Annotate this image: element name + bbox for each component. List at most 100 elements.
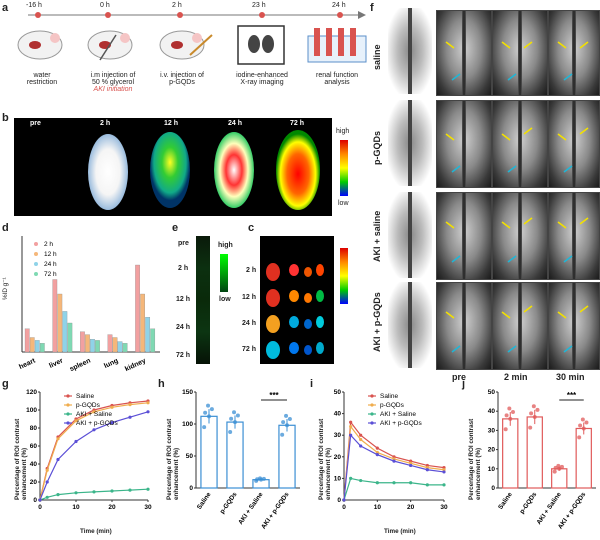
h-dot — [281, 420, 286, 425]
g-legend-marker — [66, 394, 70, 398]
d-bar — [34, 340, 40, 353]
i-legend-label: AKI + p-GQDs — [380, 420, 422, 427]
h-dot — [206, 403, 211, 408]
h-dot — [259, 477, 263, 482]
step-1: water restriction — [26, 72, 58, 86]
i-point — [349, 420, 353, 424]
g-legend-label: AKI + Saline — [76, 411, 112, 418]
c-time-72h: 72 h — [242, 346, 257, 353]
panel-label-e: e — [172, 222, 179, 234]
b-colorscale — [340, 140, 348, 196]
d-bar — [52, 279, 58, 353]
g-point — [128, 403, 132, 407]
i-legend-label: p-GQDs — [380, 402, 405, 409]
d-legend-marker — [34, 272, 38, 276]
panel-g-svg: 0 20 40 60 80 100 120 0 10 20 30 Saline p-GQDs AKI + … — [26, 389, 152, 511]
f-xray-r2c1 — [436, 100, 492, 188]
b-scale-high: high — [336, 128, 350, 135]
f-xray-r3c3 — [548, 192, 600, 280]
g-legend-label: Saline — [76, 393, 94, 400]
d-bar — [140, 293, 145, 353]
panel-b-mice — [88, 130, 320, 210]
i-series-line — [343, 420, 445, 501]
i-point — [375, 446, 379, 450]
j-dot — [535, 407, 540, 412]
i-point — [349, 433, 353, 437]
g-point — [74, 439, 78, 444]
c-time-24h: 24 h — [242, 320, 257, 327]
d-bar — [135, 264, 140, 353]
h-ytick-label: 0 — [189, 485, 193, 492]
j-ytick-label: 20 — [488, 447, 496, 454]
g-series-line — [39, 411, 149, 501]
step-2: i.m injection of 50 % glycerol AKI initia… — [90, 72, 136, 93]
time-label-0: -16 h — [26, 2, 42, 9]
i-legend-marker — [370, 403, 374, 407]
g-point — [110, 405, 114, 409]
panel-label-b: b — [2, 112, 9, 124]
i-point — [359, 437, 363, 442]
d-bar — [62, 311, 68, 353]
g-point — [146, 410, 150, 414]
i-legend-label: Saline — [380, 393, 398, 400]
e-colorscale — [220, 254, 228, 292]
g-point — [56, 493, 60, 497]
panel-label-g: g — [2, 378, 9, 390]
i-series-line — [343, 477, 444, 501]
e-scale-low: low — [219, 296, 231, 303]
i-xlabel: Time (min) — [384, 528, 416, 535]
h-dot — [285, 423, 289, 428]
j-dot — [503, 427, 508, 432]
i-series-line — [343, 433, 445, 501]
step-3: i.v. injection of p-GQDs — [160, 72, 204, 86]
d-bar — [95, 340, 100, 353]
d-bar — [24, 328, 30, 353]
g-xlabel: Time (min) — [80, 528, 112, 535]
j-ytick-label: 50 — [488, 389, 496, 396]
d-legend-label: 24 h — [44, 261, 57, 268]
h-dot — [284, 413, 289, 418]
g-xtick-label: 0 — [38, 504, 42, 511]
i-point — [425, 468, 429, 472]
i-xtick-label: 20 — [407, 504, 415, 511]
d-bar — [150, 328, 156, 353]
time-label-4: 24 h — [332, 2, 346, 9]
j-dot — [552, 469, 557, 474]
b-time-2h: 2 h — [100, 120, 111, 127]
h-ytick-label: 100 — [182, 421, 193, 428]
test-tubes-icon — [307, 28, 367, 63]
d-bar — [90, 339, 95, 353]
step-5: renal function analysis — [315, 72, 359, 86]
f-body-2 — [388, 100, 432, 186]
panel-label-j: j — [462, 378, 466, 390]
d-bar — [107, 334, 113, 353]
d-bar — [117, 341, 123, 353]
g-legend-marker — [66, 412, 70, 416]
i-point — [409, 481, 413, 485]
d-bar — [80, 331, 85, 353]
j-ytick-label: 40 — [488, 408, 496, 415]
i-point — [359, 478, 363, 483]
j-dot — [507, 406, 512, 411]
c-time-2h: 2 h — [246, 267, 257, 274]
e-scale-high: high — [218, 242, 233, 249]
i-ytick-label: 40 — [334, 411, 342, 418]
i-point — [342, 498, 346, 502]
g-point — [128, 488, 132, 492]
panel-label-f: f — [370, 2, 374, 14]
f-xray-r4c1 — [436, 282, 492, 370]
d-bar — [122, 343, 128, 353]
time-label-1: 0 h — [100, 2, 110, 9]
j-category-label: AKI + Saline — [536, 491, 564, 526]
i-point — [375, 481, 379, 485]
i-xtick-label: 30 — [440, 504, 448, 511]
g-point — [38, 498, 42, 502]
b-time-24h: 24 h — [228, 120, 243, 127]
j-dot — [529, 411, 534, 416]
e-image-strip — [196, 236, 210, 364]
h-dot — [207, 414, 211, 419]
i-xtick-label: 10 — [374, 504, 382, 511]
j-sig-label: *** — [567, 391, 577, 400]
